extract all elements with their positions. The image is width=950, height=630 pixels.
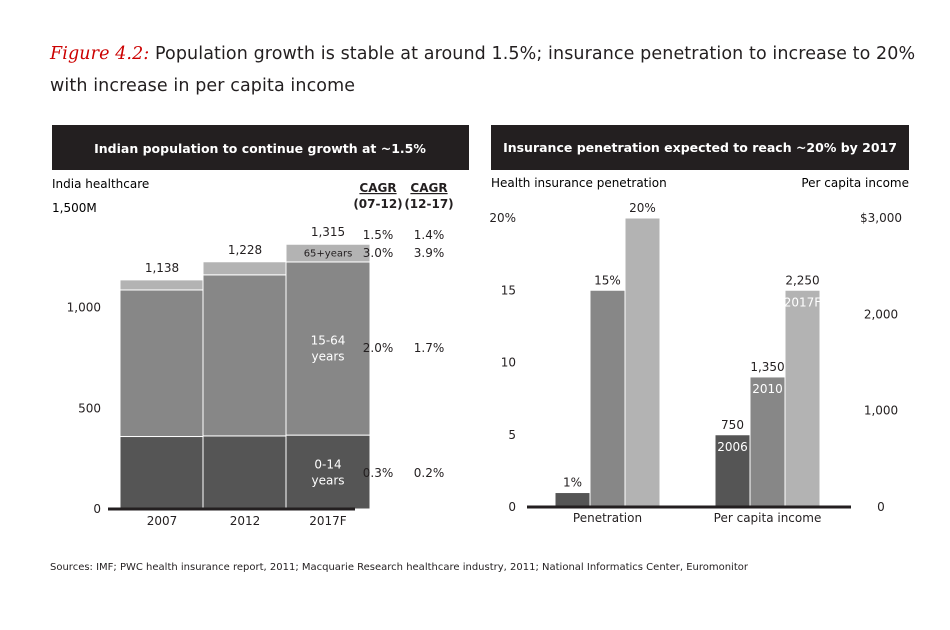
right-right-axis-label: Per capita income <box>801 176 909 190</box>
figure-title-text: Population growth is stable at around 1.… <box>149 44 916 64</box>
right-right-tick-1: 1,000 <box>864 404 898 418</box>
cagr-header-1-line-1: (12-17) <box>404 197 453 211</box>
bar-year-label-per-capita-income-2017f: 2017F <box>784 295 822 309</box>
right-left-tick-0: 0 <box>508 500 516 514</box>
left-chart-title: Indian population to continue growth at … <box>94 141 426 156</box>
right-right-tick-3: $3,000 <box>860 211 902 225</box>
left-chart-header-bg <box>52 125 469 170</box>
bar-total-label-2012: 1,228 <box>228 243 262 257</box>
cagr-value-0-14-years-1: 0.2% <box>414 466 445 480</box>
right-right-tick-2: 2,000 <box>864 307 898 321</box>
right-grouped-bar-chart: 0 5 10 15 20% 0 1,000 2,000 $3,000 1% 15% 20% Penetr… <box>489 201 902 525</box>
segment-label-0-line-1: years <box>311 473 344 487</box>
right-chart-header-bg <box>491 125 909 170</box>
figure-title-line2: with increase in per capita income <box>50 76 356 96</box>
cagr-value-65-years-1: 3.9% <box>414 246 445 260</box>
bar-value-label-per-capita-income-2006: 750 <box>721 418 744 432</box>
cagr-value-total-0: 1.5% <box>363 228 394 242</box>
right-right-tick-0: 0 <box>877 500 885 514</box>
left-y-axis-label: India healthcare <box>52 177 149 191</box>
segment-label-1-line-1: years <box>311 350 344 364</box>
bar-2017f-0-14-years <box>285 434 371 510</box>
source-note: Sources: IMF; PWC health insurance repor… <box>50 562 748 573</box>
right-chart-title: Insurance penetration expected to reach … <box>503 140 897 155</box>
cagr-value-15-64-years-0: 2.0% <box>363 341 394 355</box>
cagr-value-0-14-years-0: 0.3% <box>363 466 394 480</box>
bar-2012-65-years <box>202 261 288 276</box>
figure-label: Figure 4.2: <box>50 44 150 64</box>
x-category-penetration: Penetration <box>573 511 642 525</box>
bar-penetration-2010 <box>589 289 626 508</box>
right-left-axis-label: Health insurance penetration <box>491 176 667 190</box>
bar-2007-0-14-years <box>119 436 205 510</box>
left-y-tick-2: 1,000 <box>67 301 101 315</box>
bar-2007-65-years <box>119 279 205 291</box>
bar-per-capita-income-2006 <box>714 434 751 508</box>
bar-2007-15-64-years <box>119 289 205 438</box>
bar-penetration-2017f <box>624 217 661 508</box>
cagr-header-0-line-1: (07-12) <box>353 197 402 211</box>
cagr-value-15-64-years-1: 1.7% <box>414 341 445 355</box>
bar-2017f-65-years <box>285 243 371 263</box>
x-category-per-capita-income: Per capita income <box>714 511 822 525</box>
bar-value-label-per-capita-income-2017f: 2,250 <box>785 273 819 287</box>
bar-total-label-2017f: 1,315 <box>311 225 345 239</box>
bar-per-capita-income-2010 <box>749 376 786 508</box>
bar-value-label-penetration-2017f: 20% <box>629 201 656 215</box>
cagr-header-0-line-0: CAGR <box>359 181 396 195</box>
segment-label-0-line-0: 0-14 <box>314 457 341 471</box>
bar-year-label-per-capita-income-2010: 2010 <box>752 382 783 396</box>
segment-label-1-line-0: 15-64 <box>311 334 346 348</box>
bar-per-capita-income-2017f <box>784 289 821 508</box>
bar-value-label-per-capita-income-2010: 1,350 <box>750 360 784 374</box>
cagr-header-1-line-0: CAGR <box>410 181 447 195</box>
bar-value-label-penetration-2006: 1% <box>563 476 582 490</box>
bar-2012-15-64-years <box>202 274 288 437</box>
bar-year-label-per-capita-income-2006: 2006 <box>717 440 748 454</box>
left-stacked-bar-chart: 0 500 1,000 1,138 2007 1,228 2012 1,315 2017F 0-1… <box>67 181 454 528</box>
cagr-value-total-1: 1.4% <box>414 228 445 242</box>
figure-title-line1: Figure 4.2: Population growth is stable … <box>50 44 915 64</box>
bar-total-label-2007: 1,138 <box>145 261 179 275</box>
x-tick-2007: 2007 <box>147 514 178 528</box>
segment-label-2-line-0: 65+years <box>304 249 353 260</box>
left-y-tick-1: 500 <box>78 401 101 415</box>
right-left-tick-2: 10 <box>501 356 516 370</box>
x-tick-2017f: 2017F <box>309 514 347 528</box>
right-left-tick-4: 20% <box>489 211 516 225</box>
bar-2012-0-14-years <box>202 435 288 510</box>
bar-penetration-2006 <box>554 492 591 508</box>
right-left-tick-1: 5 <box>508 428 516 442</box>
left-y-tick-0: 0 <box>93 502 101 516</box>
bar-value-label-penetration-2010: 15% <box>594 273 621 287</box>
left-y-max-label: 1,500M <box>52 201 97 215</box>
x-tick-2012: 2012 <box>230 514 261 528</box>
right-left-tick-3: 15 <box>501 283 516 297</box>
cagr-value-65-years-0: 3.0% <box>363 246 394 260</box>
bar-2017f-15-64-years <box>285 261 371 436</box>
